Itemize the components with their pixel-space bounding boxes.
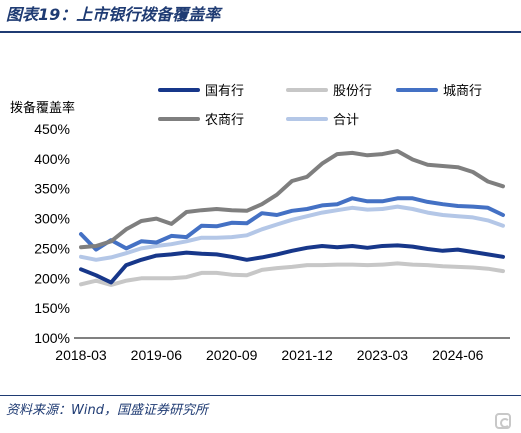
x-tick-label: 2020-09: [206, 347, 258, 363]
series-line: [79, 261, 505, 287]
y-tick-label: 450%: [34, 121, 70, 137]
watermark: [495, 413, 515, 429]
x-tick-label: 2018-03: [55, 347, 107, 363]
x-tick-label: 2023-03: [357, 347, 409, 363]
series-line: [79, 204, 505, 262]
series-line: [79, 149, 505, 250]
legend-label: 合计: [333, 113, 359, 128]
legend-label: 股份行: [333, 84, 372, 99]
watermark-logo-icon: [495, 413, 511, 429]
y-tick-label: 200%: [34, 270, 70, 286]
y-tick-label: 150%: [34, 300, 70, 316]
source-note: 资料来源：Wind，国盛证券研究所: [6, 403, 208, 418]
title-rule: [0, 31, 521, 33]
legend-label: 农商行: [205, 113, 244, 128]
figure-title: 图表19：上市银行拨备覆盖率: [6, 5, 221, 24]
legend-label: 国有行: [205, 84, 244, 99]
y-tick-label: 300%: [34, 211, 70, 227]
chart: 拨备覆盖率 100% 150% 200% 250% 300% 350% 400% 450% 201…: [10, 84, 510, 363]
x-tick-label: 2024-06: [432, 347, 484, 363]
y-tick-label: 350%: [34, 181, 70, 197]
series-line: [79, 196, 505, 252]
legend-label: 城商行: [443, 84, 482, 99]
series-line: [79, 243, 505, 285]
x-tick-label: 2021-12: [281, 347, 333, 363]
y-tick-label: 100%: [34, 330, 70, 346]
y-tick-label: 400%: [34, 151, 70, 167]
y-axis-label: 拨备覆盖率: [10, 100, 75, 116]
y-tick-label: 250%: [34, 240, 70, 256]
x-tick-label: 2019-06: [131, 347, 183, 363]
footer-rule: [0, 395, 521, 396]
